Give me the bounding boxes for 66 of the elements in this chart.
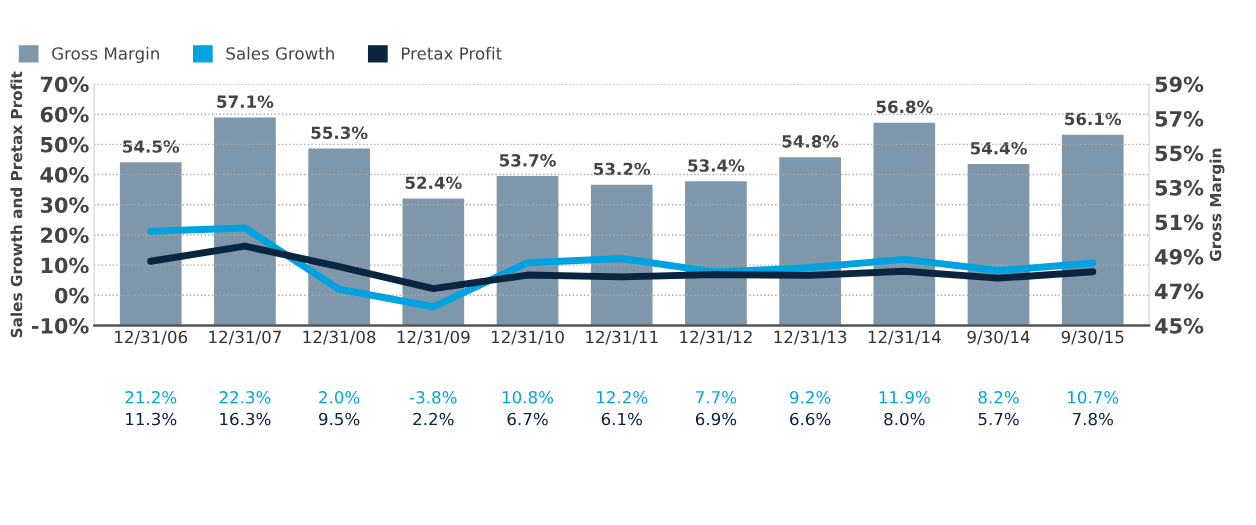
data-label: 9.2%: [790, 391, 831, 404]
data-label: 54.8%: [782, 135, 839, 148]
x-tick-label: 12/31/07: [209, 330, 281, 345]
data-label: 2.0%: [319, 391, 360, 404]
data-label: 11.3%: [126, 412, 177, 426]
legend-label: Gross Margin: [52, 46, 159, 63]
x-tick-label: 12/31/06: [115, 330, 188, 345]
data-label: 6.6%: [790, 412, 831, 426]
data-label: 16.3%: [220, 412, 271, 426]
x-tick-label: 12/31/10: [491, 330, 564, 345]
data-label: 8.0%: [884, 412, 925, 426]
legend-label: Sales Growth: [226, 46, 334, 60]
data-label: 11.9%: [879, 391, 930, 404]
data-label: 6.9%: [695, 412, 737, 426]
y2-tick-label: 53%: [1155, 179, 1204, 196]
y2-tick-label: 45%: [1155, 317, 1204, 334]
y2-tick-label: 59%: [1155, 76, 1204, 93]
data-label: 53.7%: [499, 154, 556, 167]
data-label: 2.2%: [413, 412, 454, 426]
data-label: 6.7%: [507, 412, 548, 426]
x-tick-label: 12/31/14: [868, 330, 941, 345]
data-label: 10.8%: [502, 391, 554, 404]
y-tick-label: 60%: [40, 106, 89, 123]
x-tick-label: 9/30/14: [967, 330, 1030, 345]
data-label: -3.8%: [409, 391, 457, 404]
data-label: 55.3%: [311, 126, 368, 140]
legend-label: Pretax Profit: [401, 46, 502, 60]
data-label: 21.2%: [125, 391, 177, 404]
data-label: 12.2%: [597, 391, 648, 404]
x-tick-label: 12/31/12: [680, 330, 752, 345]
x-tick-label: 12/31/09: [397, 330, 470, 345]
x-tick-label: 12/31/13: [774, 330, 847, 345]
y2-tick-label: 47%: [1155, 283, 1204, 300]
data-label: 53.4%: [688, 159, 745, 172]
y-tick-label: 30%: [40, 197, 89, 213]
data-label: 6.1%: [601, 412, 642, 426]
y-tick-label: 0%: [54, 287, 89, 304]
data-label: 57.1%: [217, 95, 274, 108]
y2-tick-label: 49%: [1155, 248, 1204, 265]
data-label: 9.5%: [319, 412, 360, 426]
data-label: 53.2%: [594, 162, 651, 176]
data-label: 8.2%: [978, 391, 1019, 404]
y2-tick-label: 55%: [1155, 145, 1204, 162]
data-label: 10.7%: [1068, 391, 1119, 404]
y2-tick-label: 51%: [1155, 214, 1204, 231]
x-tick-label: 9/30/15: [1061, 330, 1124, 345]
data-label: 54.4%: [970, 141, 1027, 155]
data-label: 5.7%: [978, 412, 1019, 426]
x-tick-label: 12/31/11: [586, 330, 658, 345]
data-label: 54.5%: [123, 140, 180, 153]
data-label: 52.4%: [405, 176, 462, 190]
data-label: 56.1%: [1065, 112, 1122, 126]
y-tick-label: 40%: [40, 167, 89, 183]
y-tick-label: 70%: [40, 76, 89, 93]
y2-axis-title: Gross Margin: [1209, 148, 1225, 262]
data-label: 56.8%: [876, 100, 933, 114]
y-tick-label: 10%: [41, 257, 89, 274]
y-tick-label: -10%: [31, 317, 89, 334]
y2-tick-label: 57%: [1155, 110, 1204, 127]
data-label: 22.3%: [219, 391, 271, 404]
x-tick-label: 12/31/08: [303, 330, 376, 345]
y-tick-label: 20%: [41, 227, 89, 244]
data-label: 7.8%: [1072, 412, 1113, 426]
y-tick-label: 50%: [41, 136, 89, 153]
data-label: 7.7%: [696, 391, 737, 404]
y-axis-title: Sales Growth and Pretax Profit: [10, 71, 23, 338]
